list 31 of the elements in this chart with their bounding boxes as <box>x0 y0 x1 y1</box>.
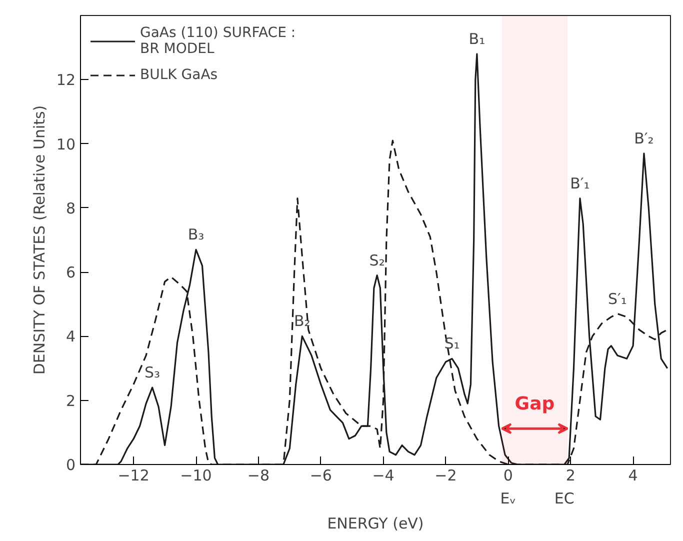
y-tick-label: 6 <box>66 264 76 282</box>
x-tick-label: −4 <box>372 466 394 484</box>
annotation: B′₂ <box>634 129 654 148</box>
y-tick-label: 8 <box>66 199 76 218</box>
x-tick-label: −6 <box>310 466 332 484</box>
y-tick-label: 12 <box>56 71 76 90</box>
x-tick-label: −12 <box>118 466 150 484</box>
annotation: B₁ <box>468 30 486 48</box>
legend-label: BULK GaAs <box>140 67 218 83</box>
x-tick-label: 0 <box>503 466 513 484</box>
annotation: Eᵥ <box>500 490 516 508</box>
x-axis-title: ENERGY (eV) <box>327 514 424 532</box>
annotation: S₃ <box>144 364 160 382</box>
annotation: S₂ <box>369 251 385 270</box>
annotation: S₁ <box>444 334 460 353</box>
y-tick-label: 4 <box>66 328 76 346</box>
band-label: Gap <box>514 394 555 415</box>
x-tick-label: −2 <box>434 466 457 484</box>
y-tick-label: 2 <box>66 392 76 410</box>
annotation: EC <box>554 490 574 508</box>
x-tick-label: −10 <box>180 466 212 484</box>
annotation: B₂ <box>294 312 310 330</box>
annotation: S′₁ <box>608 290 627 308</box>
annotation: B₃ <box>188 226 204 244</box>
x-tick-label: −8 <box>247 466 270 484</box>
x-tick-label: 4 <box>628 466 638 484</box>
y-tick-label: 10 <box>56 135 76 154</box>
y-axis-title: DENSITY OF STATES (Relative Units) <box>30 105 48 375</box>
annotation: B′₁ <box>570 174 590 192</box>
x-tick-label: 2 <box>566 466 576 484</box>
legend-label: GaAs (110) SURFACE : BR MODEL <box>140 25 296 57</box>
